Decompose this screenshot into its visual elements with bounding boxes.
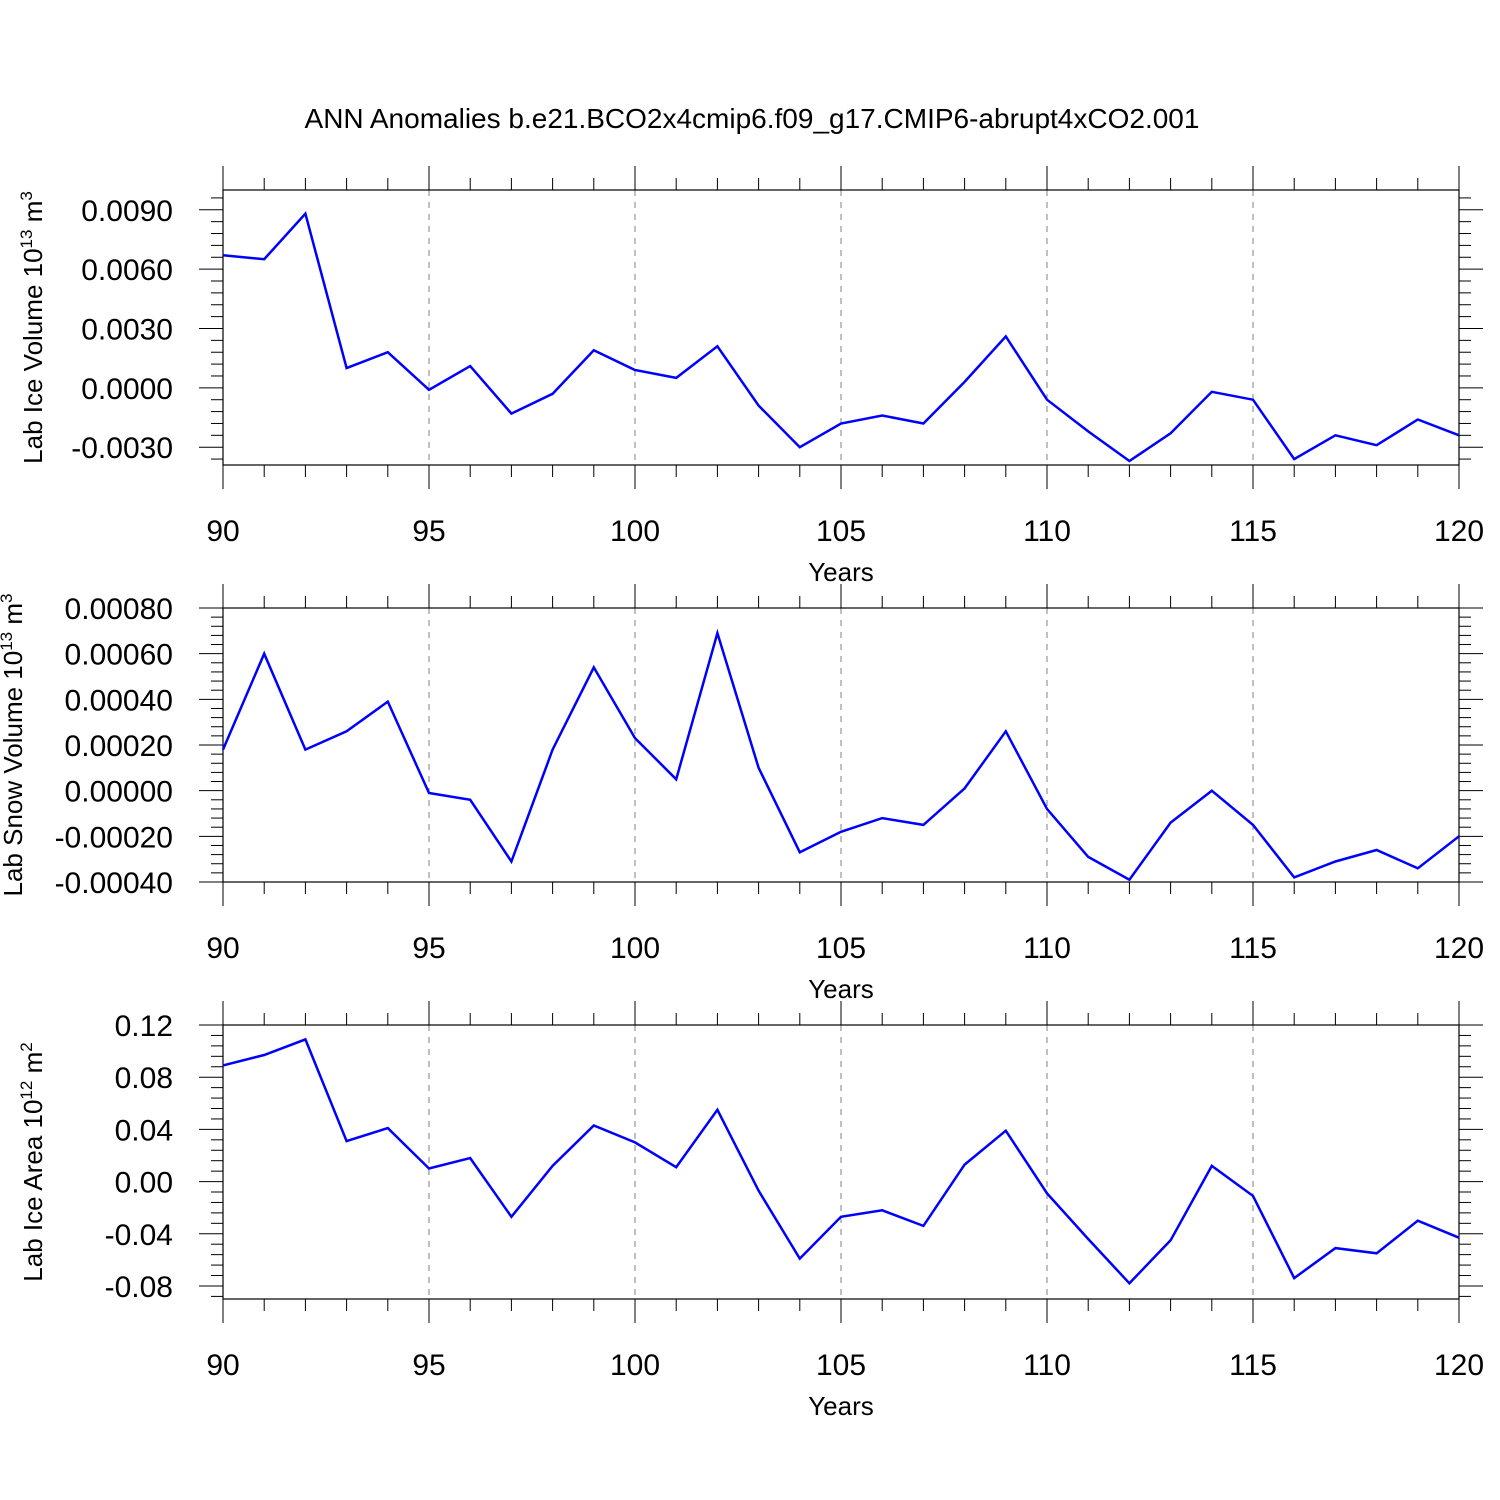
x-tick-label: 120 [1434,932,1484,965]
x-tick-label: 120 [1434,515,1484,548]
x-axis-label: Years [808,1391,874,1421]
y-axis-label-text: m [0,603,28,632]
y-tick-label: 0.04 [115,1114,173,1147]
x-tick-label: 115 [1229,515,1277,548]
y-axis-label: Lab Snow Volume 1013 m3 [0,593,28,896]
x-tick-label: 95 [412,932,445,965]
x-axis-label: Years [808,974,874,1004]
x-tick-label: 115 [1229,932,1277,965]
x-tick-label: 95 [412,1349,445,1382]
y-tick-label: -0.0030 [71,432,173,465]
y-tick-label: 0.00060 [65,639,173,672]
y-axis-label-text: Lab Ice Volume 10 [18,248,48,463]
chart-panel-2: 0.00080 0.00060 0.00040 0.00020 0.00000 -0.00… [0,584,1484,1004]
y-tick-label: 0.00020 [65,730,173,763]
x-tick-label: 90 [206,932,239,965]
series-line [221,628,1460,882]
y-axis-label-superscript: 13 [0,632,16,651]
y-tick-label: 0.12 [115,1010,173,1043]
y-axis-label-superscript: 3 [17,191,36,200]
x-tick-label: 105 [816,932,866,965]
y-tick-label: 0.00040 [65,684,173,717]
y-axis-label-superscript: 12 [17,1081,36,1100]
series-line [222,211,1460,463]
series-line [222,1037,1460,1286]
y-tick-label: -0.00040 [55,867,173,900]
y-tick-label: 0.0090 [81,195,173,228]
x-tick-label: 100 [610,932,660,965]
y-tick-label: -0.08 [105,1271,173,1304]
y-axis-label-superscript: 3 [0,593,16,602]
y-tick-label: 0.0000 [81,373,173,406]
y-tick-label: 0.00 [115,1167,173,1200]
x-axis-label: Years [808,557,874,587]
y-tick-label: 0.08 [115,1062,173,1095]
figure-title: ANN Anomalies b.e21.BCO2x4cmip6.f09_g17.… [305,103,1200,134]
y-tick-label: 0.0060 [81,254,173,287]
y-axis-label-text: Lab Ice Area 10 [18,1100,48,1282]
x-tick-label: 90 [206,1349,239,1382]
y-tick-label: -0.00020 [55,821,173,854]
y-tick-label: 0.00080 [65,593,173,626]
y-tick-label: 0.0030 [81,313,173,346]
chart-panel-1: 0.0090 0.0060 0.0030 0.0000 -0.0030 90 95 100 10… [17,166,1484,587]
chart-panel-3: 0.12 0.08 0.04 0.00 -0.04 -0.08 90 95 100 105 110 1… [17,1001,1484,1421]
x-tick-label: 120 [1434,1349,1484,1382]
x-tick-label: 115 [1229,1349,1277,1382]
y-axis-label-text: Lab Snow Volume 10 [0,651,28,897]
x-tick-label: 95 [412,515,445,548]
y-axis-label-text: m [18,201,48,230]
y-axis-label: Lab Ice Area 1012 m2 [17,1042,48,1281]
y-axis-label-superscript: 2 [17,1042,36,1051]
x-tick-label: 110 [1023,515,1071,548]
y-axis-label-text: m [18,1052,48,1081]
x-tick-label: 90 [206,515,239,548]
x-tick-label: 105 [816,1349,866,1382]
x-tick-label: 110 [1023,932,1071,965]
x-tick-label: 100 [610,515,660,548]
x-tick-label: 110 [1023,1349,1071,1382]
y-tick-label: -0.04 [105,1219,173,1252]
y-tick-label: 0.00000 [65,776,173,809]
x-tick-label: 100 [610,1349,660,1382]
x-tick-label: 105 [816,515,866,548]
y-axis-label: Lab Ice Volume 1013 m3 [17,191,48,464]
y-axis-label-superscript: 13 [17,230,36,249]
